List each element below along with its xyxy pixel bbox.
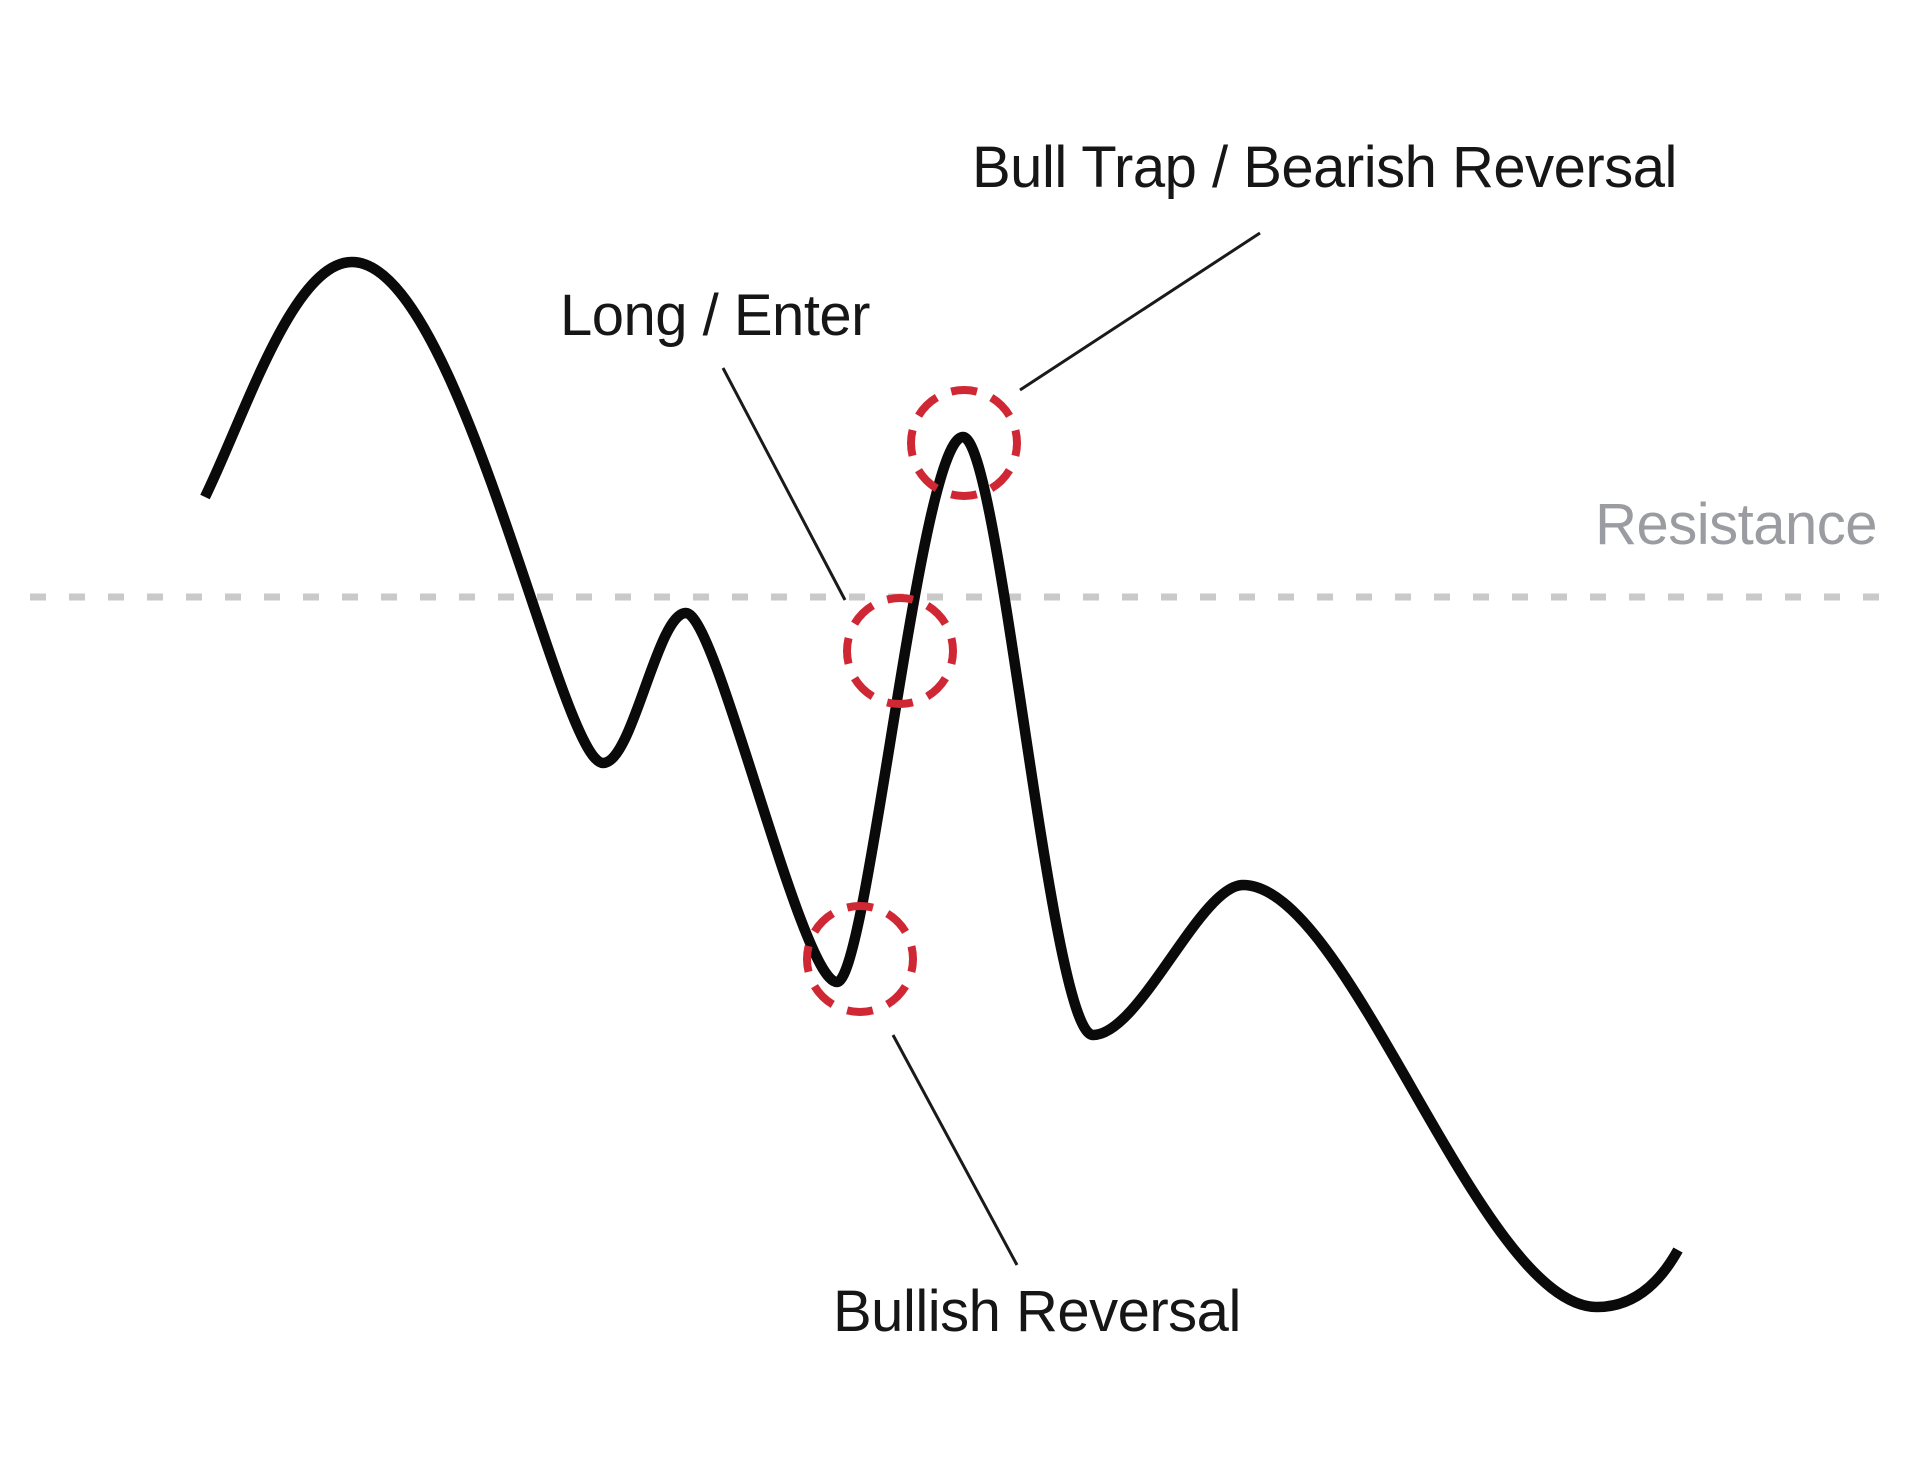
price-curve	[200, 256, 1683, 1313]
bull-trap-label: Bull Trap / Bearish Reversal	[972, 135, 1677, 200]
bull-trap-callout-line	[1019, 231, 1261, 392]
resistance-label: Resistance	[1595, 492, 1877, 557]
bullish-reversal-label: Bullish Reversal	[833, 1279, 1241, 1344]
long-enter-label: Long / Enter	[560, 283, 871, 348]
bullish-reversal-marker-circle	[803, 902, 917, 1016]
bullish-reversal-callout-line	[891, 1034, 1019, 1266]
long-enter-callout-line	[721, 367, 847, 601]
bull-trap-marker-circle	[907, 386, 1021, 500]
long-enter-marker-circle	[843, 594, 957, 708]
